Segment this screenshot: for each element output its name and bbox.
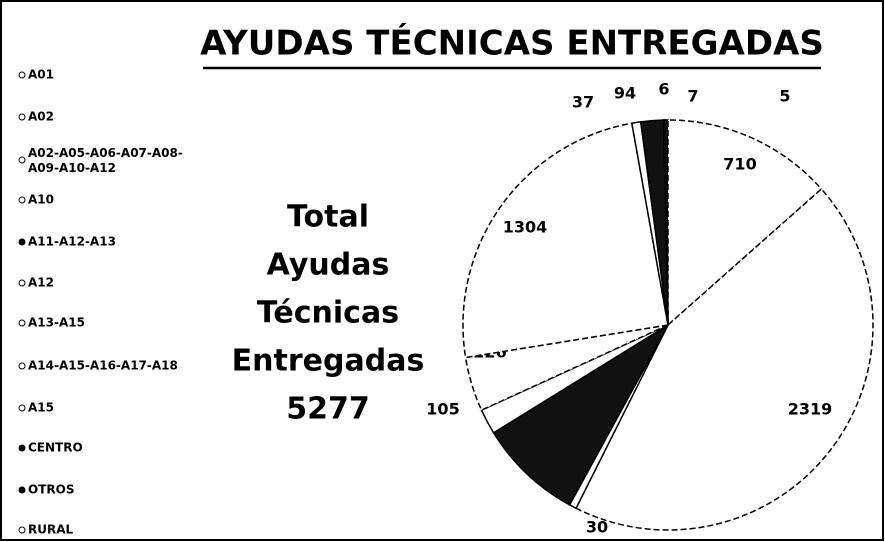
legend-label: OTROS [28,483,74,497]
pie-slice [664,119,669,326]
legend-label: A12 [28,276,54,290]
legend-label: A10 [28,193,54,207]
pie-slice [462,122,669,359]
data-label: 94 [614,84,636,103]
legend-swatch [18,404,26,412]
pie-slice [667,119,823,327]
legend-swatch [18,279,26,287]
legend-swatch [18,486,26,494]
data-label: 710 [723,155,756,174]
legend-label: A14-A15-A16-A17-A18 [28,359,178,373]
data-label: 105 [426,400,459,419]
legend-swatch [18,71,26,79]
legend-label: CENTRO [28,441,83,455]
annotation: Técnicas [257,296,399,331]
legend-label: A13-A15 [28,316,85,330]
legend-swatch [18,362,26,370]
legend-swatch [18,319,26,327]
data-label: 2319 [788,400,833,419]
legend-label: RURAL [28,523,74,537]
pie-slice [464,324,669,412]
legend-label: A11-A12-A13 [28,235,116,249]
legend-swatch [18,526,26,534]
legend-label: A02 [28,110,54,124]
data-label: 7 [687,87,698,106]
data-label: 6 [658,80,669,99]
legend-swatch [18,113,26,121]
legend-swatch [18,444,26,452]
annotation: Ayudas [267,248,390,283]
pie-slice [480,324,669,434]
annotation: Total [287,200,369,235]
data-label: 37 [572,93,594,112]
data-label: 1304 [503,218,548,237]
annotation: Entregadas [232,344,425,379]
legend-swatch [18,156,26,164]
data-label: 30 [586,518,608,537]
annotation: 5277 [286,392,370,427]
legend-label: A02-A05-A06-A07-A08-A09-A10-A12 [28,146,183,175]
chart-title: AYUDAS TÉCNICAS ENTREGADAS [200,23,824,64]
pie-slice [575,187,874,531]
legend-swatch [18,196,26,204]
legend-label: A01 [28,68,54,82]
legend-swatch [18,238,26,246]
pie-slice [492,322,671,506]
legend-label: A15 [28,401,54,415]
data-label: 5 [779,87,790,106]
